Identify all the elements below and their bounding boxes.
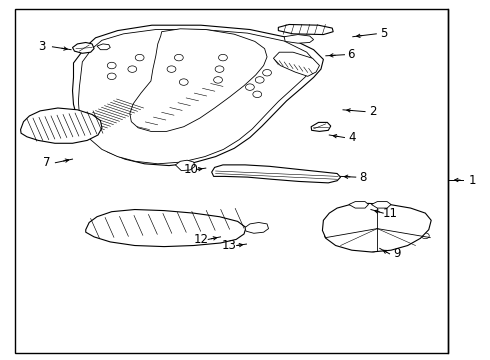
Circle shape — [324, 233, 332, 239]
Polygon shape — [278, 24, 333, 35]
Text: 4: 4 — [348, 131, 356, 144]
Polygon shape — [73, 25, 323, 166]
Text: 5: 5 — [380, 27, 388, 40]
Polygon shape — [21, 108, 102, 143]
Circle shape — [174, 54, 183, 61]
Circle shape — [107, 73, 116, 80]
Text: 9: 9 — [393, 247, 401, 260]
Text: 1: 1 — [469, 174, 477, 186]
Polygon shape — [78, 30, 315, 164]
Polygon shape — [284, 35, 314, 43]
Circle shape — [167, 66, 176, 72]
Text: 12: 12 — [194, 233, 208, 246]
Text: 2: 2 — [368, 105, 376, 118]
Polygon shape — [86, 210, 246, 247]
Text: 8: 8 — [359, 171, 367, 184]
Polygon shape — [273, 52, 319, 76]
Circle shape — [290, 36, 296, 41]
Polygon shape — [73, 42, 94, 53]
Circle shape — [374, 204, 382, 210]
Text: 13: 13 — [222, 239, 237, 252]
Circle shape — [255, 77, 264, 83]
Circle shape — [179, 79, 188, 85]
Circle shape — [369, 246, 377, 252]
Circle shape — [107, 62, 116, 69]
Polygon shape — [212, 165, 341, 183]
Text: 6: 6 — [347, 48, 355, 61]
Polygon shape — [322, 203, 431, 252]
Text: 7: 7 — [43, 156, 50, 169]
Polygon shape — [349, 202, 368, 208]
Text: 10: 10 — [184, 163, 198, 176]
Polygon shape — [130, 29, 267, 131]
Polygon shape — [371, 202, 391, 208]
Polygon shape — [175, 160, 195, 171]
Circle shape — [135, 54, 144, 61]
Polygon shape — [245, 222, 269, 233]
Circle shape — [253, 91, 262, 98]
Circle shape — [215, 66, 224, 72]
Circle shape — [263, 69, 271, 76]
Text: 11: 11 — [383, 207, 398, 220]
Polygon shape — [311, 122, 331, 131]
Circle shape — [245, 84, 254, 90]
Circle shape — [421, 233, 429, 239]
Polygon shape — [15, 9, 448, 353]
Circle shape — [128, 66, 137, 72]
Circle shape — [219, 54, 227, 61]
Circle shape — [214, 77, 222, 83]
Polygon shape — [97, 44, 110, 50]
Text: 3: 3 — [38, 40, 46, 53]
